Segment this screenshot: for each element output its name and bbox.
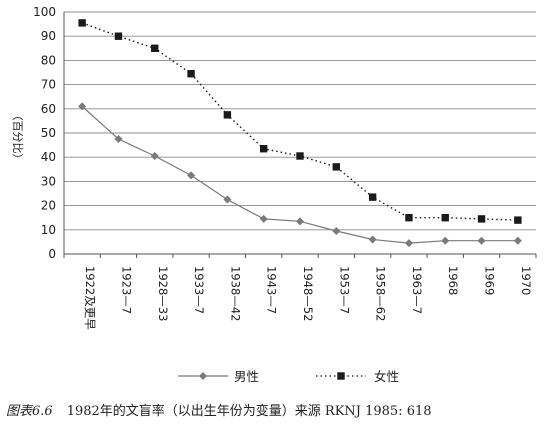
x-tick-label: 1933—7 (192, 266, 206, 314)
y-tick-label: 50 (41, 126, 56, 140)
x-tick-label: 1943—7 (265, 266, 279, 314)
x-tick-label: 1968 (446, 266, 460, 295)
legend: 男性 女性 (178, 369, 399, 384)
y-tick-label: 20 (41, 199, 56, 213)
axes (63, 12, 536, 255)
y-tick-label: 0 (48, 247, 56, 261)
data-point-diamond (259, 214, 268, 223)
y-tick-label: 60 (41, 102, 56, 116)
y-tick-label: 30 (41, 174, 56, 188)
y-tick-label: 70 (41, 78, 56, 92)
figure-caption: 图表6.6 1982年的文盲率（以出生年份为变量）来源 RKNJ 1985: 61… (6, 403, 432, 419)
series-female (78, 19, 522, 224)
x-tick-label: 1948—52 (301, 266, 315, 321)
x-tick-label: 1938—42 (228, 266, 242, 321)
y-tick-label: 80 (41, 53, 56, 67)
data-point-square (114, 32, 123, 40)
data-point-diamond (404, 239, 413, 248)
data-point-square (151, 44, 159, 52)
x-tick-label: 1923—7 (119, 266, 133, 314)
data-point-diamond (332, 227, 341, 236)
data-point-diamond (513, 236, 522, 245)
data-point-diamond (441, 236, 450, 245)
y-tick-label: 10 (41, 223, 56, 237)
data-point-diamond (78, 102, 87, 111)
data-point-diamond (296, 217, 304, 226)
y-tick-label: 40 (41, 150, 56, 164)
data-point-square (223, 111, 232, 119)
data-point-square (477, 215, 486, 223)
x-tick-label: 1953—7 (337, 266, 351, 314)
caption-label: 图表6.6 (6, 404, 53, 419)
data-point-diamond (223, 195, 232, 204)
y-axis-label-group: （百分比） (11, 110, 24, 165)
data-point-square (368, 193, 377, 201)
legend-label: 女性 (374, 369, 399, 384)
series-male (78, 102, 522, 248)
legend-item-female: 女性 (316, 369, 399, 384)
data-point-square (78, 19, 86, 27)
x-tick-label: 1969 (483, 266, 497, 295)
caption-text: 1982年的文盲率（以出生年份为变量）来源 RKNJ 1985: 618 (67, 403, 432, 419)
series-group (78, 19, 522, 248)
legend-item-male: 男性 (178, 369, 259, 384)
x-tick-label: 1963—7 (410, 266, 424, 314)
data-point-square (441, 214, 449, 222)
data-point-square (337, 372, 345, 380)
y-tick-label: 100 (33, 5, 56, 19)
series-line-female (81, 22, 518, 221)
y-axis-label: （百分比） (11, 110, 24, 165)
gridlines (64, 11, 536, 231)
x-tick-label: 1928—33 (156, 266, 170, 321)
data-point-diamond (368, 235, 377, 244)
data-point-diamond (187, 171, 196, 180)
x-tick-label: 1958—62 (374, 266, 388, 321)
legend-label: 男性 (234, 369, 259, 384)
data-point-square (332, 163, 341, 171)
y-tick-label: 90 (41, 29, 56, 43)
data-point-square (296, 152, 304, 160)
data-point-diamond (199, 372, 207, 380)
data-point-square (259, 145, 268, 153)
data-point-square (514, 216, 522, 224)
x-axis-ticks: 1922及更早 1923—7 1928—33 1933—7 1938—42 1943—7 1… (63, 254, 537, 330)
data-point-diamond (150, 151, 159, 160)
data-point-diamond (114, 135, 123, 144)
data-point-diamond (477, 236, 486, 245)
x-tick-label: 1970 (519, 266, 533, 295)
data-point-square (187, 70, 195, 78)
data-point-square (405, 214, 413, 222)
y-axis-ticks: 0 10 20 30 40 50 60 70 80 90 100 (33, 5, 56, 261)
x-tick-label: 1922及更早 (83, 266, 97, 330)
